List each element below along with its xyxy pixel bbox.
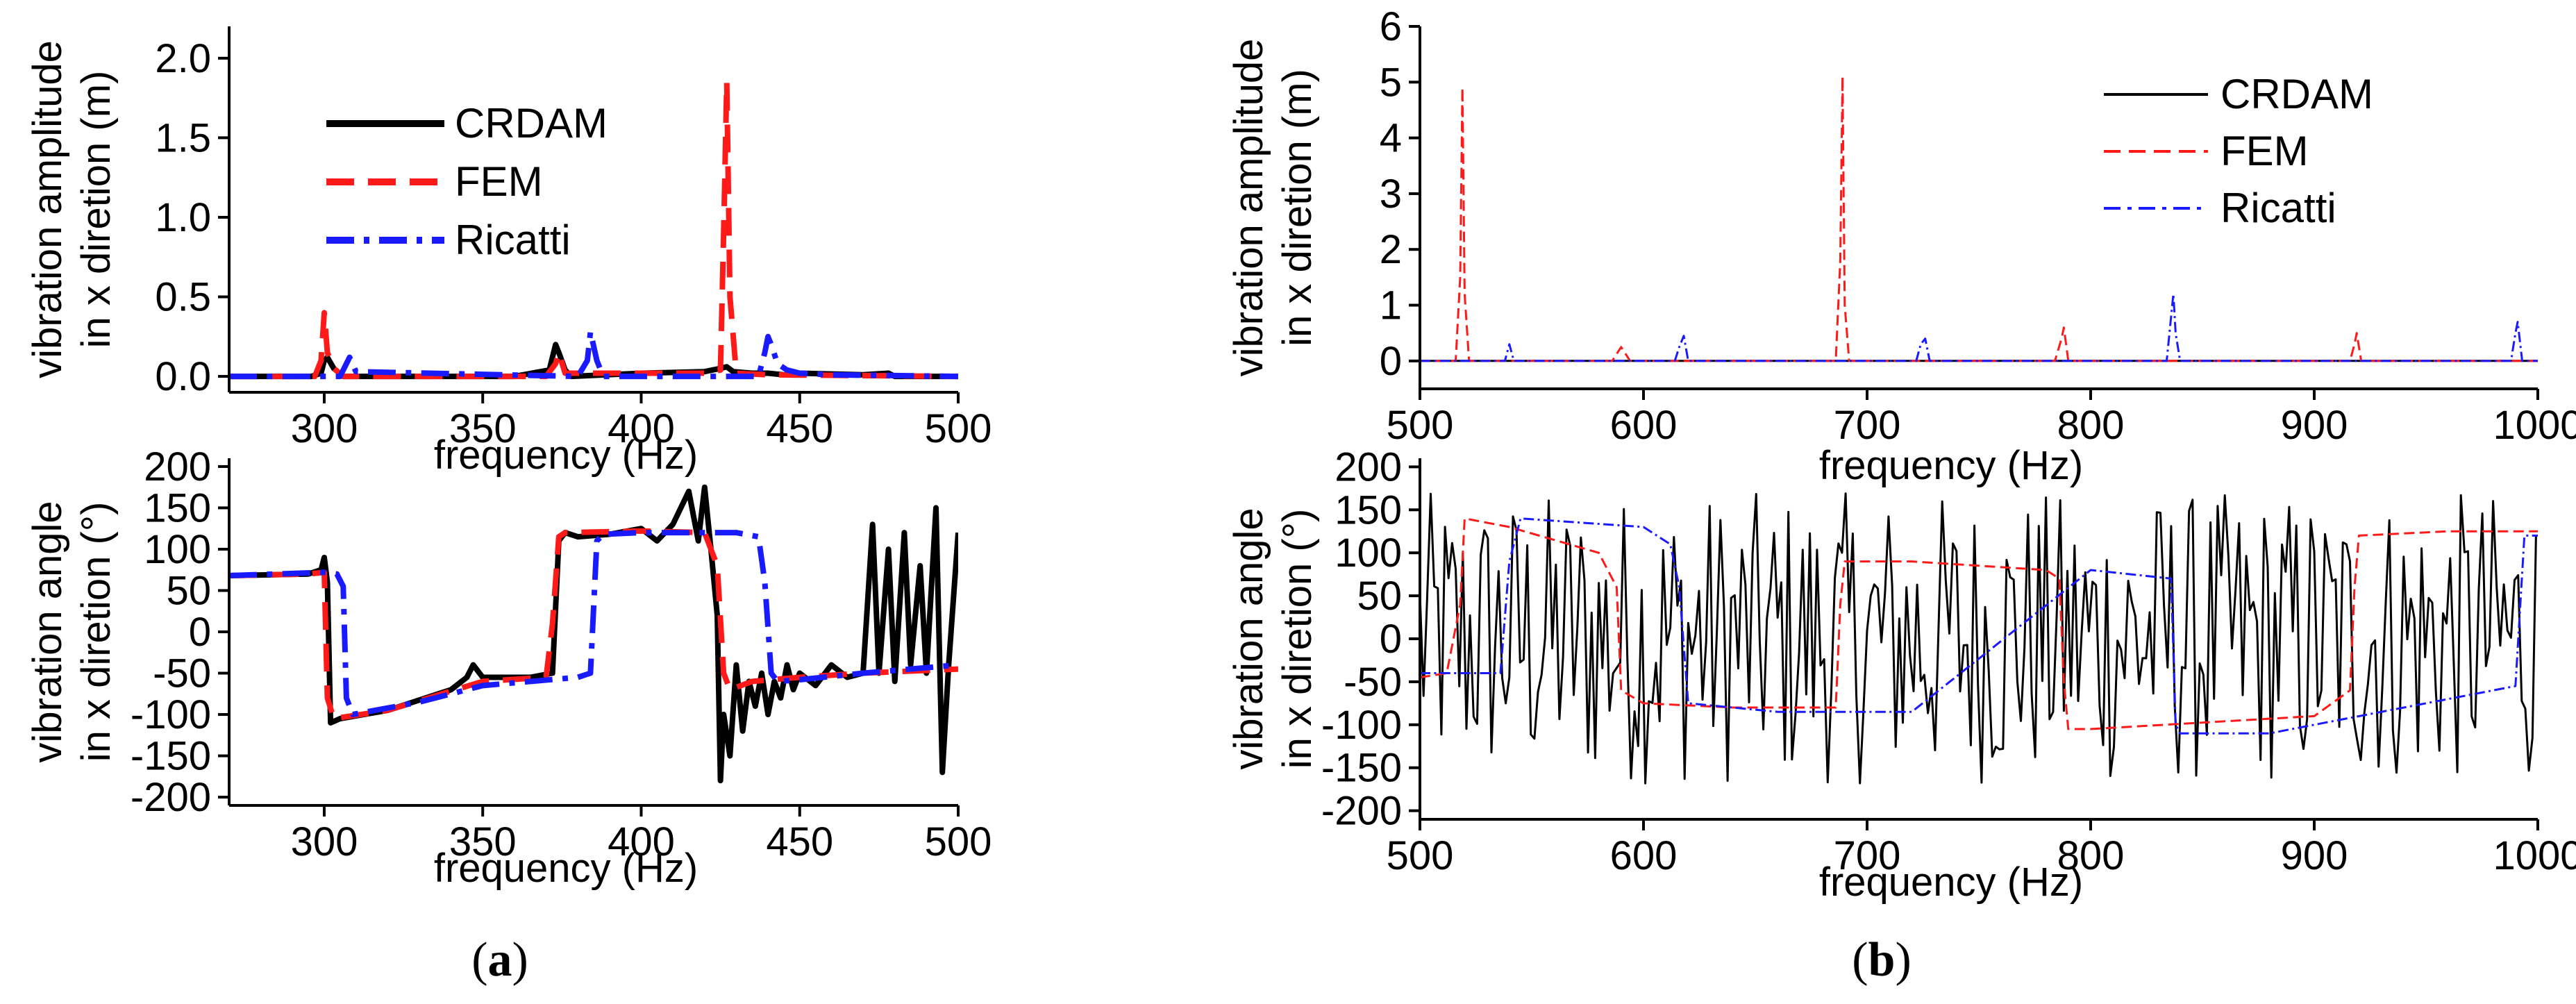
panel-label-a: (a) <box>471 933 528 987</box>
x-axis-label: frequency (Hz) <box>1819 860 2083 905</box>
series-line-ricatti <box>1420 293 2538 362</box>
y-axis-label-line: in x diretion (°) <box>1275 509 1320 769</box>
y-tick-label: 0.5 <box>155 275 211 320</box>
y-tick-label: -50 <box>153 651 211 696</box>
y-tick-label: 50 <box>166 568 211 613</box>
y-tick-label: 200 <box>1335 444 1402 490</box>
series-group <box>1420 492 2538 785</box>
y-tick-label: 1.0 <box>155 195 211 240</box>
x-tick-label: 500 <box>1387 403 1454 448</box>
y-tick-label: 1.5 <box>155 115 211 160</box>
series-line-fem <box>229 528 958 721</box>
x-tick-label: 700 <box>1834 403 1901 448</box>
y-tick-label: 150 <box>144 485 211 530</box>
legend-a-ricatti-label: Ricatti <box>455 217 571 263</box>
y-tick-label: 2 <box>1380 227 1402 272</box>
x-tick-label: 1000 <box>2493 833 2576 878</box>
y-tick-label: 100 <box>144 527 211 572</box>
legend-b-crdam-label: CRDAM <box>2220 71 2373 117</box>
x-tick-label: 400 <box>608 819 675 864</box>
x-tick-label: 300 <box>291 819 358 864</box>
y-tick-label: -100 <box>1321 703 1402 748</box>
y-tick-label: 150 <box>1335 487 1402 533</box>
y-tick-label: 0 <box>189 610 211 655</box>
x-tick-label: 1000 <box>2493 403 2576 448</box>
series-group <box>229 79 958 380</box>
chart-a-amplitude: 300 350 400 450 500 0.0 0.5 1.0 1.5 2.0 frequency … <box>25 26 992 478</box>
y-tick-label: 0 <box>1380 617 1402 662</box>
y-tick-label: 0.0 <box>155 354 211 399</box>
y-tick-label: 2.0 <box>155 36 211 81</box>
y-tick-label: -150 <box>131 734 211 779</box>
y-tick-label: 6 <box>1380 4 1402 49</box>
x-tick-label: 450 <box>766 819 833 864</box>
legend-b: CRDAM FEM Ricatti <box>2104 71 2373 231</box>
legend-a: CRDAM FEM Ricatti <box>326 100 608 263</box>
y-axis-label-line: in x diretion (°) <box>74 502 119 762</box>
chart-b-angle: 500 600 700 800 900 1000 -200-150-100-50050100… <box>1226 444 2576 905</box>
y-axis-label-line: vibration amplitude <box>1226 39 1271 377</box>
series-line-ricatti <box>229 530 958 717</box>
panel-label-b: (b) <box>1852 933 1912 987</box>
y-tick-label: 200 <box>144 444 211 490</box>
x-tick-label: 450 <box>766 406 833 451</box>
y-tick-label: 4 <box>1380 116 1402 161</box>
x-axis-label: frequency (Hz) <box>434 846 698 891</box>
x-axis-label: frequency (Hz) <box>1819 443 2083 488</box>
x-tick-label: 900 <box>2281 403 2348 448</box>
y-tick-label: 100 <box>1335 530 1402 576</box>
y-tick-label: 1 <box>1380 283 1402 328</box>
y-tick-label: -200 <box>1321 789 1402 834</box>
series-line-ricatti <box>229 328 958 380</box>
y-axis-label-line: in x diretion (m) <box>1275 69 1320 346</box>
x-axis-label: frequency (Hz) <box>434 433 698 478</box>
legend-a-crdam-label: CRDAM <box>455 100 608 147</box>
y-axis-label-line: vibration angle <box>1226 508 1271 769</box>
y-tick-label: 0 <box>1380 339 1402 384</box>
y-tick-label: -50 <box>1344 660 1402 705</box>
y-tick-label: -100 <box>131 692 211 737</box>
x-tick-label: 700 <box>1834 833 1901 878</box>
x-tick-label: 800 <box>2057 833 2125 878</box>
x-tick-label: 350 <box>449 819 517 864</box>
x-tick-label: 900 <box>2281 833 2348 878</box>
x-tick-label: 400 <box>608 406 675 451</box>
y-axis-label-line: vibration angle <box>25 501 70 762</box>
x-tick-label: 500 <box>925 819 992 864</box>
x-tick-label: 350 <box>449 406 517 451</box>
y-tick-label: 3 <box>1380 171 1402 217</box>
legend-a-fem-label: FEM <box>455 158 543 205</box>
chart-b-amplitude: 500 600 700 800 900 1000 0 1 2 3 4 5 6 frequency (Hz)… <box>1226 4 2576 488</box>
series-line-fem <box>229 79 958 380</box>
series-group <box>229 484 958 784</box>
x-tick-label: 500 <box>925 406 992 451</box>
y-tick-label: -200 <box>131 775 211 820</box>
y-tick-label: 5 <box>1380 60 1402 105</box>
series-line-crdam <box>229 484 958 784</box>
x-tick-label: 300 <box>291 406 358 451</box>
y-tick-label: -150 <box>1321 746 1402 791</box>
chart-a-angle: 300 350 400 450 500 -200-150-100-500501001502… <box>25 444 992 891</box>
y-tick-label: 50 <box>1357 574 1402 619</box>
series-group <box>1420 75 2538 362</box>
x-tick-label: 800 <box>2057 403 2125 448</box>
x-tick-label: 500 <box>1387 833 1454 878</box>
y-axis-label-line: in x diretion (m) <box>74 71 119 349</box>
legend-b-ricatti-label: Ricatti <box>2220 185 2336 231</box>
x-tick-label: 600 <box>1610 403 1678 448</box>
series-line-fem <box>1420 75 2538 362</box>
y-axis-label-line: vibration amplitude <box>25 40 70 378</box>
series-line-crdam <box>1420 492 2537 785</box>
legend-b-fem-label: FEM <box>2220 128 2309 174</box>
series-line-fem <box>1420 517 2538 730</box>
x-tick-label: 600 <box>1610 833 1678 878</box>
